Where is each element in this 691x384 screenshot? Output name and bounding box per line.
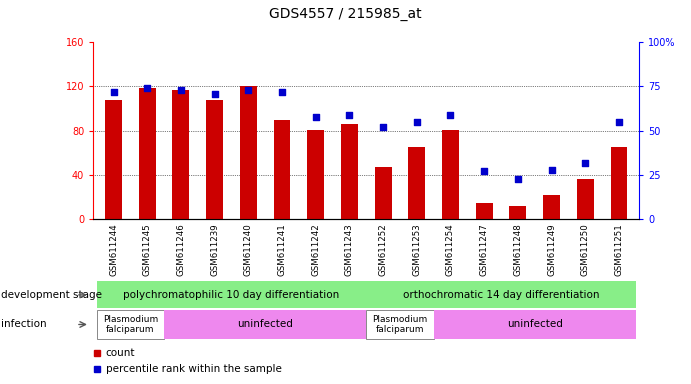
Text: Plasmodium
falciparum: Plasmodium falciparum bbox=[372, 315, 428, 334]
Bar bbox=[475, 203, 493, 219]
Text: GSM611243: GSM611243 bbox=[345, 223, 354, 276]
Text: GSM611245: GSM611245 bbox=[143, 223, 152, 276]
Bar bbox=[577, 179, 594, 219]
Bar bbox=[307, 130, 324, 219]
Bar bbox=[164, 310, 366, 339]
Text: GSM611253: GSM611253 bbox=[413, 223, 422, 276]
Text: GSM611240: GSM611240 bbox=[244, 223, 253, 276]
Text: GSM611241: GSM611241 bbox=[278, 223, 287, 276]
Point bbox=[243, 87, 254, 93]
Text: GSM611247: GSM611247 bbox=[480, 223, 489, 276]
Text: GSM611239: GSM611239 bbox=[210, 223, 219, 276]
Point bbox=[310, 114, 321, 120]
Bar bbox=[408, 147, 425, 219]
Point bbox=[546, 167, 557, 173]
Text: development stage: development stage bbox=[1, 290, 102, 300]
Bar bbox=[366, 310, 434, 339]
Point bbox=[176, 87, 187, 93]
Bar bbox=[366, 281, 636, 308]
Text: GSM611246: GSM611246 bbox=[176, 223, 185, 276]
Point bbox=[209, 91, 220, 97]
Text: GSM611249: GSM611249 bbox=[547, 223, 556, 276]
Bar bbox=[434, 310, 636, 339]
Text: percentile rank within the sample: percentile rank within the sample bbox=[106, 364, 282, 374]
Point bbox=[142, 85, 153, 91]
Text: orthochromatic 14 day differentiation: orthochromatic 14 day differentiation bbox=[403, 290, 599, 300]
Point bbox=[276, 89, 287, 95]
Text: infection: infection bbox=[1, 319, 47, 329]
Text: count: count bbox=[106, 348, 135, 358]
Text: GSM611251: GSM611251 bbox=[614, 223, 623, 276]
Point bbox=[108, 89, 119, 95]
Text: polychromatophilic 10 day differentiation: polychromatophilic 10 day differentiatio… bbox=[123, 290, 339, 300]
Bar bbox=[173, 90, 189, 219]
Bar bbox=[375, 167, 392, 219]
Text: GSM611248: GSM611248 bbox=[513, 223, 522, 276]
Text: Plasmodium
falciparum: Plasmodium falciparum bbox=[103, 315, 158, 334]
Text: GSM611250: GSM611250 bbox=[580, 223, 589, 276]
Bar bbox=[139, 88, 155, 219]
Text: uninfected: uninfected bbox=[507, 319, 562, 329]
Point bbox=[580, 159, 591, 166]
Text: GSM611252: GSM611252 bbox=[379, 223, 388, 276]
Bar bbox=[341, 124, 358, 219]
Point bbox=[445, 112, 456, 118]
Bar bbox=[206, 100, 223, 219]
Point bbox=[479, 169, 490, 175]
Bar bbox=[543, 195, 560, 219]
Bar bbox=[97, 281, 366, 308]
Text: GDS4557 / 215985_at: GDS4557 / 215985_at bbox=[269, 7, 422, 21]
Text: uninfected: uninfected bbox=[237, 319, 293, 329]
Point bbox=[411, 119, 422, 125]
Bar bbox=[97, 310, 164, 339]
Point bbox=[614, 119, 625, 125]
Text: GSM611242: GSM611242 bbox=[311, 223, 320, 276]
Point bbox=[344, 112, 355, 118]
Point bbox=[512, 175, 523, 182]
Bar bbox=[509, 206, 527, 219]
Point bbox=[377, 124, 388, 130]
Text: GSM611254: GSM611254 bbox=[446, 223, 455, 276]
Text: GSM611244: GSM611244 bbox=[109, 223, 118, 276]
Bar bbox=[274, 120, 290, 219]
Bar bbox=[611, 147, 627, 219]
Bar bbox=[240, 86, 257, 219]
Bar bbox=[105, 100, 122, 219]
Bar bbox=[442, 130, 459, 219]
